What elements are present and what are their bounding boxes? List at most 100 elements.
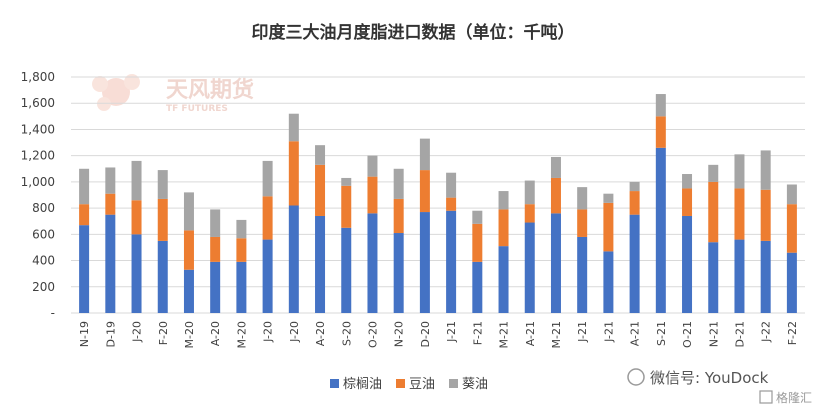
wechat-text: 微信号: YouDock bbox=[650, 369, 769, 387]
bar-segment bbox=[550, 156, 561, 178]
x-tick-label: N-20 bbox=[393, 321, 406, 347]
bar-segment bbox=[131, 200, 142, 235]
x-tick-label: M-21 bbox=[498, 321, 511, 348]
y-tick-label: 1,400 bbox=[21, 122, 55, 136]
legend: 棕榈油 豆油 葵油 bbox=[330, 377, 488, 392]
bar-segment bbox=[419, 212, 430, 313]
x-tick-label: J-21 bbox=[445, 321, 458, 343]
bar-segment bbox=[734, 188, 745, 240]
bar-segment bbox=[682, 215, 693, 313]
x-tick-label: J-20 bbox=[288, 321, 301, 343]
bar-segment bbox=[577, 236, 588, 313]
bar-segment bbox=[629, 191, 640, 215]
bar-segment bbox=[105, 214, 116, 313]
y-tick-label: 1,800 bbox=[21, 70, 55, 84]
y-tick-label: 600 bbox=[32, 227, 55, 241]
bar-segment bbox=[760, 240, 771, 313]
bar-segment bbox=[367, 213, 378, 313]
bar-segment bbox=[183, 230, 194, 270]
bar-segment bbox=[577, 187, 588, 210]
bar-segment bbox=[315, 164, 326, 216]
corner-text: 格隆汇 bbox=[776, 390, 812, 405]
bar-segment bbox=[524, 204, 535, 223]
bar-segment bbox=[79, 168, 90, 205]
bar-segment bbox=[341, 227, 352, 313]
bar-segment bbox=[446, 172, 457, 198]
logo-flower-icon bbox=[102, 78, 130, 106]
watermark: 天风期货 TF FUTURES bbox=[92, 74, 254, 114]
bar-segment bbox=[131, 160, 142, 201]
bar-segment bbox=[446, 210, 457, 313]
bar-segment bbox=[288, 113, 299, 142]
bar-segment bbox=[498, 246, 509, 313]
bar-segment bbox=[760, 189, 771, 241]
x-tick-label: N-19 bbox=[78, 321, 91, 347]
bar-segment bbox=[79, 204, 90, 226]
x-tick-label: J-22 bbox=[760, 321, 773, 343]
bar-segment bbox=[708, 164, 719, 182]
corner-logo-icon bbox=[759, 390, 773, 404]
bar-segment bbox=[367, 176, 378, 214]
bar-segment bbox=[157, 240, 168, 313]
bar-segment bbox=[472, 210, 483, 224]
x-tick-label: J-21 bbox=[576, 321, 589, 343]
bar-segment bbox=[105, 193, 116, 215]
y-tick-label: 1,600 bbox=[21, 96, 55, 110]
bar-segment bbox=[105, 167, 116, 194]
bar-segment bbox=[183, 269, 194, 313]
bar-segment bbox=[79, 225, 90, 313]
bar-segment bbox=[655, 94, 666, 117]
legend-swatch bbox=[330, 379, 339, 388]
bar-segment bbox=[446, 197, 457, 211]
bar-segment bbox=[236, 219, 247, 239]
bar-segment bbox=[550, 177, 561, 214]
bar-segment bbox=[315, 145, 326, 165]
bar-segment bbox=[419, 138, 430, 171]
watermark-brand: 天风期货 bbox=[166, 77, 254, 103]
bar-segment bbox=[498, 191, 509, 210]
watermark-brand-en: TF FUTURES bbox=[166, 104, 228, 114]
x-tick-label: S-20 bbox=[340, 321, 353, 346]
bar-segment bbox=[236, 261, 247, 313]
bar-segment bbox=[786, 252, 797, 313]
y-axis: - 200 400 600 800 1,000 1,200 1,400 1,600 1,800 bbox=[21, 70, 55, 320]
x-tick-label: A-21 bbox=[524, 321, 537, 346]
bar-segment bbox=[655, 147, 666, 313]
wechat-icon bbox=[627, 368, 645, 386]
x-tick-label: M-20 bbox=[235, 321, 248, 348]
bar-segment bbox=[210, 209, 221, 237]
bar-segment bbox=[524, 222, 535, 313]
legend-label: 葵油 bbox=[462, 377, 488, 392]
x-tick-label: J-20 bbox=[262, 321, 275, 343]
x-tick-label: F-22 bbox=[786, 321, 799, 345]
bar-segment bbox=[629, 181, 640, 192]
bar-segment bbox=[472, 261, 483, 313]
bar-segment bbox=[708, 181, 719, 243]
x-axis: N-19 D-19 J-20 F-20 M-20 A-20 M-20 J-20 J-20 A-20… bbox=[78, 321, 799, 348]
legend-swatch bbox=[396, 379, 405, 388]
bar-segment bbox=[577, 209, 588, 237]
bar-segment bbox=[786, 204, 797, 253]
x-tick-label: D-19 bbox=[104, 321, 117, 347]
x-tick-label: A-20 bbox=[209, 321, 222, 346]
x-tick-label: M-20 bbox=[183, 321, 196, 348]
bar-segment bbox=[236, 238, 247, 262]
x-tick-label: A-20 bbox=[314, 321, 327, 346]
bar-segment bbox=[288, 141, 299, 206]
x-tick-label: O-21 bbox=[681, 321, 694, 348]
bar-segment bbox=[262, 160, 273, 197]
x-tick-label: D-21 bbox=[733, 321, 746, 347]
bar-segment bbox=[367, 155, 378, 177]
bar-segment bbox=[472, 223, 483, 262]
bar-segment bbox=[734, 154, 745, 189]
bar-segment bbox=[734, 239, 745, 313]
wechat-watermark: 微信号: YouDock 格隆汇 bbox=[627, 368, 812, 405]
x-tick-label: D-20 bbox=[419, 321, 432, 347]
bar-segment bbox=[682, 188, 693, 216]
bar-segment bbox=[524, 180, 535, 205]
x-tick-label: N-21 bbox=[707, 321, 720, 347]
y-tick-label: 400 bbox=[32, 254, 55, 268]
y-tick-label: 200 bbox=[32, 280, 55, 294]
bar-segment bbox=[210, 261, 221, 313]
